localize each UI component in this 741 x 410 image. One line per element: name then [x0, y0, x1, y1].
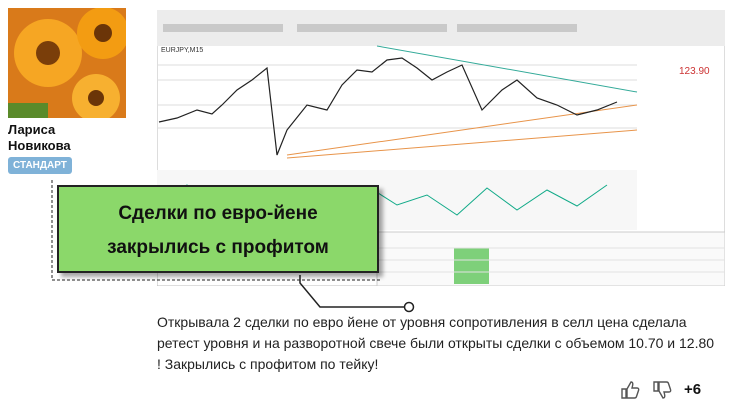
post-line: Открывала 2 сделки по евро йене от уровн…	[157, 314, 687, 330]
name-line: Новикова	[8, 138, 71, 153]
callout-line: Сделки по евро-йене	[118, 203, 318, 224]
post-line: ! Закрылись с профитом по тейку!	[157, 356, 379, 372]
vote-score: +6	[684, 381, 702, 398]
symbol: EURJPY,M15	[161, 47, 203, 54]
dislike-button[interactable]	[652, 380, 672, 400]
like-button[interactable]	[620, 380, 640, 400]
badge: СТАНДАРТ	[8, 157, 72, 174]
post-line: ретест уровня и на разворотной свече был…	[157, 335, 715, 351]
author-name[interactable]: Лариса Новикова	[8, 122, 71, 154]
name-line: Лариса	[8, 122, 56, 137]
avatar[interactable]	[8, 8, 126, 118]
callout-line: закрылись с профитом	[107, 237, 329, 258]
price: 123.90	[679, 66, 710, 77]
post-text: Открывала 2 сделки по евро йене от уровн…	[157, 312, 714, 375]
callout: Сделки по евро-йене закрылись с профитом	[57, 185, 379, 273]
